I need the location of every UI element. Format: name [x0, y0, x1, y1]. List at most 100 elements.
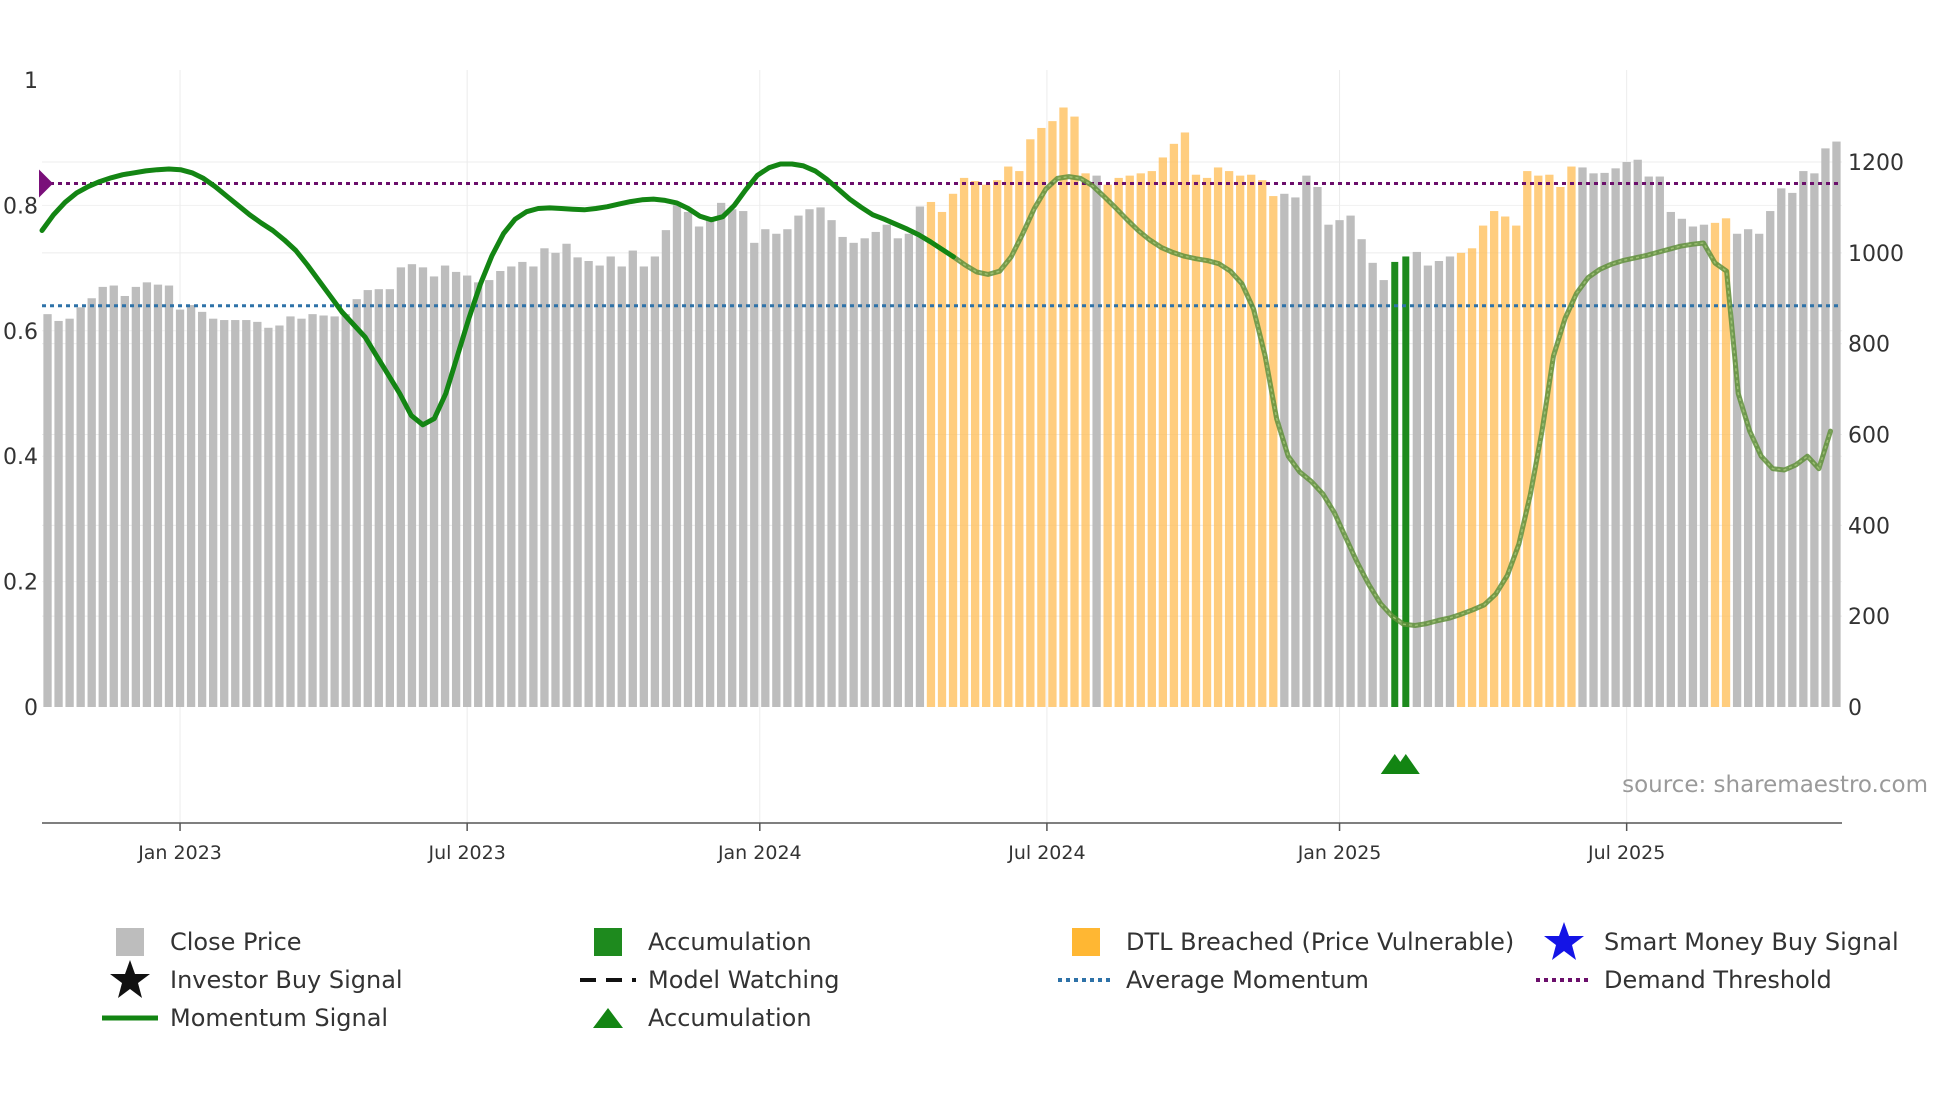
- price-bar: [871, 231, 880, 708]
- price-bar: [849, 242, 858, 707]
- legend-label: DTL Breached (Price Vulnerable): [1126, 928, 1515, 956]
- price-bar: [1622, 162, 1631, 707]
- price-bar: [463, 275, 472, 707]
- price-bar: [1743, 229, 1753, 707]
- price-bar: [1655, 176, 1664, 708]
- accumulation-triangle-icon: [1391, 754, 1420, 774]
- legend-item-smart-money: Smart Money Buy Signal: [1534, 922, 1899, 960]
- dotted-blue-line-icon: [1056, 963, 1116, 997]
- price-bar: [65, 318, 74, 707]
- legend-item-close-price: Close Price: [100, 925, 302, 959]
- price-bar: [694, 226, 704, 707]
- price-bar: [242, 320, 251, 707]
- left-tick-label: 1: [24, 69, 38, 94]
- price-bar: [87, 298, 96, 707]
- legend-label: Momentum Signal: [170, 1004, 389, 1032]
- price-bar: [529, 266, 538, 707]
- price-bar: [429, 276, 439, 707]
- legend-item-accumulation-marker: Accumulation: [578, 1001, 812, 1035]
- price-bar: [220, 320, 229, 707]
- legend-item-demand-threshold: Demand Threshold: [1534, 963, 1832, 997]
- price-bar: [650, 256, 660, 707]
- price-bar: [1489, 211, 1499, 708]
- price-bar: [540, 248, 549, 707]
- price-bar: [1269, 196, 1278, 707]
- x-tick-label: Jan 2024: [717, 842, 802, 864]
- price-bar: [1136, 173, 1145, 707]
- price-bar: [1821, 148, 1830, 707]
- price-bar: [1578, 167, 1587, 707]
- price-bar: [275, 325, 284, 707]
- price-bar: [915, 206, 925, 707]
- price-bar: [120, 295, 129, 707]
- price-bar: [573, 257, 582, 707]
- right-tick-label: 400: [1848, 514, 1890, 539]
- dashed-line-icon: [578, 963, 638, 997]
- left-tick-label: 0: [24, 696, 38, 721]
- momentum-line-faded-highlight: [953, 175, 1832, 627]
- x-tick-label: Jan 2023: [137, 842, 222, 864]
- price-bar: [418, 267, 428, 707]
- price-bar: [1048, 121, 1057, 707]
- price-bar: [1357, 239, 1366, 708]
- x-tick-label: Jul 2023: [427, 842, 505, 864]
- price-bar: [805, 209, 814, 707]
- price-bar: [1191, 174, 1201, 707]
- legend-item-investor-buy: Investor Buy Signal: [100, 960, 403, 998]
- price-bar: [385, 289, 395, 707]
- price-bar: [893, 238, 902, 708]
- price-bar: [562, 243, 571, 707]
- price-bar: [1346, 215, 1355, 707]
- price-bar: [683, 211, 693, 708]
- price-bar: [1732, 233, 1742, 707]
- signal-markers: [39, 169, 1420, 774]
- price-bar: [1755, 233, 1764, 707]
- x-tick-label: Jul 2024: [1007, 842, 1085, 864]
- price-bar: [1467, 248, 1477, 707]
- price-bar: [1147, 171, 1156, 708]
- price-bar: [197, 311, 207, 707]
- price-bar: [1523, 171, 1532, 708]
- legend-label: Investor Buy Signal: [170, 966, 403, 994]
- price-bar: [1777, 188, 1786, 707]
- price-bar: [209, 318, 218, 707]
- price-bar: [1026, 139, 1035, 707]
- price-bar: [474, 282, 483, 707]
- price-bar: [1059, 107, 1068, 707]
- left-tick-label: 0.4: [3, 445, 38, 470]
- price-bar: [772, 233, 781, 707]
- price-bar: [1402, 256, 1410, 707]
- price-bar: [1302, 175, 1311, 707]
- source-attribution: source: sharemaestro.com: [1622, 772, 1928, 798]
- legend: Close Price Accumulation DTL Breached (P…: [0, 915, 1960, 1045]
- price-bar: [1721, 218, 1731, 708]
- price-bar: [1103, 184, 1112, 708]
- x-tick-label: Jan 2025: [1297, 842, 1382, 864]
- close-price-swatch-icon: [100, 925, 160, 959]
- price-bar: [672, 205, 682, 708]
- price-bar: [363, 290, 372, 707]
- price-bar: [485, 280, 494, 707]
- price-bar: [264, 327, 273, 707]
- right-tick-label: 600: [1848, 424, 1890, 449]
- legend-item-momentum-signal: Momentum Signal: [100, 1001, 388, 1035]
- price-bar: [1379, 280, 1388, 707]
- price-bar: [374, 289, 383, 707]
- legend-label: Close Price: [170, 928, 302, 956]
- dtl-swatch-icon: [1056, 925, 1116, 959]
- price-bar: [1512, 225, 1521, 708]
- price-bar: [407, 264, 417, 707]
- price-bar: [1236, 175, 1245, 707]
- price-bar: [860, 238, 869, 708]
- price-bar: [1037, 127, 1046, 707]
- price-bar: [1611, 168, 1620, 707]
- price-bar: [1125, 175, 1134, 707]
- price-bar: [551, 252, 560, 708]
- right-tick-label: 800: [1848, 333, 1890, 358]
- price-bar: [1423, 265, 1433, 707]
- price-bar: [164, 285, 174, 707]
- price-bar: [783, 229, 792, 707]
- legend-label: Average Momentum: [1126, 966, 1369, 994]
- price-bar: [109, 285, 118, 707]
